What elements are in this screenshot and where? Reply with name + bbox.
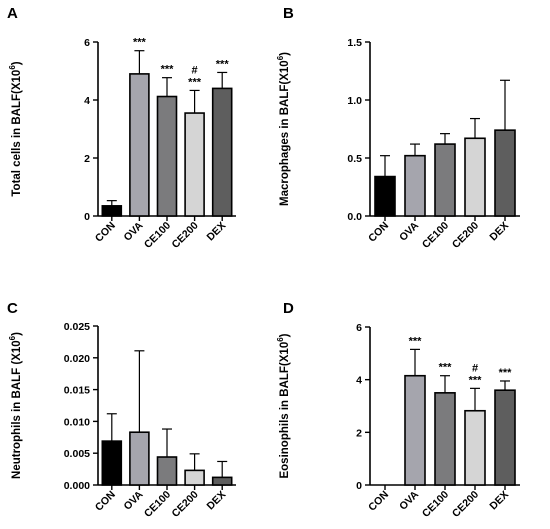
- bar-ce100: [156, 456, 178, 486]
- y-axis-label-close: ): [279, 333, 291, 337]
- bar-ova: [404, 374, 426, 486]
- y-tick-label: 0.5: [347, 153, 362, 165]
- y-axis-label: Macrophages in BALF(X106): [276, 52, 291, 206]
- significance-marker: ***: [161, 64, 175, 76]
- x-tick-label-con: CON: [366, 220, 391, 245]
- y-tick-label: 2: [356, 427, 362, 439]
- y-tick-label: 4: [356, 375, 362, 387]
- significance-marker: #: [192, 64, 198, 76]
- x-tick-label-con: CON: [366, 489, 391, 514]
- y-axis-label-superscript: 6: [8, 335, 17, 340]
- y-tick-label: 0.025: [64, 321, 90, 333]
- bar-dex: [211, 476, 233, 486]
- y-tick-label: 0: [84, 211, 90, 223]
- x-tick-label-ce200: CE200: [450, 489, 481, 520]
- x-tick-label-dex: DEX: [205, 220, 229, 244]
- y-axis-label-text: Macrophages in BALF(X10: [279, 60, 291, 206]
- bar-ce200: [464, 409, 486, 486]
- significance-marker: ***: [469, 374, 483, 386]
- significance-marker: ***: [216, 58, 230, 70]
- bar-ce200: [184, 112, 205, 217]
- bar-con: [374, 175, 396, 217]
- y-axis-label-text: Neutrophils in BALF (X10: [11, 340, 23, 479]
- y-tick-label: 1.0: [347, 95, 362, 107]
- y-axis-label-superscript: 6: [276, 337, 285, 342]
- x-tick-label-dex: DEX: [487, 220, 511, 244]
- y-tick-label: 0.015: [64, 385, 90, 397]
- significance-marker: #: [472, 362, 478, 374]
- panel-letter: D: [283, 300, 294, 317]
- y-tick-label: 1.5: [347, 37, 362, 49]
- x-tick-label-ova: OVA: [121, 219, 145, 243]
- bar-ova: [404, 154, 426, 217]
- bar-ova: [129, 73, 150, 217]
- bar-ce200: [184, 469, 205, 486]
- y-tick-label: 0.0: [347, 211, 362, 223]
- y-tick-label: 0: [356, 480, 362, 492]
- y-axis-label-text: Total cells in BALF(X10: [11, 70, 23, 197]
- x-tick-label-ce100: CE100: [420, 220, 451, 251]
- bar-ce100: [156, 95, 178, 217]
- panel-b: B Macrophages in BALF(X106) 0.0 0.5 1.0 1.5 CO…: [276, 5, 520, 251]
- significance-marker: ***: [188, 76, 202, 88]
- y-tick-label: 0.010: [64, 416, 90, 428]
- bar-dex: [494, 129, 516, 217]
- y-tick-label: 6: [84, 37, 90, 49]
- panel-letter: A: [7, 5, 18, 22]
- panel-letter: C: [7, 300, 18, 317]
- y-axis-label-close: ): [11, 332, 23, 336]
- y-axis-label-close: ): [279, 52, 291, 56]
- x-tick-label-ova: OVA: [397, 219, 421, 243]
- x-tick-label-ce200: CE200: [170, 489, 201, 520]
- bar-ova: [129, 431, 150, 486]
- panel-c: C Neutrophils in BALF (X106) 0.000 0.005 0.0…: [7, 300, 236, 520]
- x-tick-label-con: CON: [93, 489, 118, 514]
- bar-dex: [494, 389, 516, 486]
- significance-marker: ***: [439, 362, 453, 374]
- bar-ce200: [464, 137, 486, 217]
- y-tick-label: 0.020: [64, 353, 90, 365]
- y-axis-label: Eosinophils in BALF(X106): [276, 333, 291, 478]
- x-tick-label-ce200: CE200: [450, 220, 481, 251]
- bar-con: [101, 440, 123, 486]
- x-tick-label-ce100: CE100: [142, 220, 173, 251]
- x-tick-label-ce200: CE200: [170, 220, 201, 251]
- y-axis-label-text: Eosinophils in BALF(X10: [279, 342, 291, 479]
- y-axis-label-close: ): [11, 61, 23, 65]
- y-axis-label-superscript: 6: [276, 55, 285, 60]
- x-tick-label-ova: OVA: [397, 488, 421, 512]
- significance-marker: ***: [499, 367, 513, 379]
- x-tick-label-con: CON: [93, 220, 118, 245]
- significance-marker: ***: [409, 335, 423, 347]
- y-axis-label: Total cells in BALF(X106): [8, 61, 23, 196]
- y-axis-label: Neutrophils in BALF (X106): [8, 332, 23, 479]
- panel-letter: B: [283, 5, 294, 22]
- y-tick-label: 0.000: [64, 480, 90, 492]
- x-tick-label-ova: OVA: [121, 488, 145, 512]
- y-tick-label: 4: [84, 95, 90, 107]
- significance-marker: ***: [133, 37, 147, 49]
- y-axis-label-superscript: 6: [8, 65, 17, 70]
- bar-dex: [211, 87, 233, 217]
- y-tick-label: 2: [84, 153, 90, 165]
- x-tick-label-dex: DEX: [487, 489, 511, 513]
- bar-ce100: [434, 392, 456, 486]
- y-tick-label: 0.005: [64, 448, 90, 460]
- x-tick-label-dex: DEX: [205, 489, 229, 513]
- x-tick-label-ce100: CE100: [142, 489, 173, 520]
- y-tick-label: 6: [356, 322, 362, 334]
- x-tick-label-ce100: CE100: [420, 489, 451, 520]
- bar-con: [101, 205, 123, 217]
- bar-ce100: [434, 143, 456, 217]
